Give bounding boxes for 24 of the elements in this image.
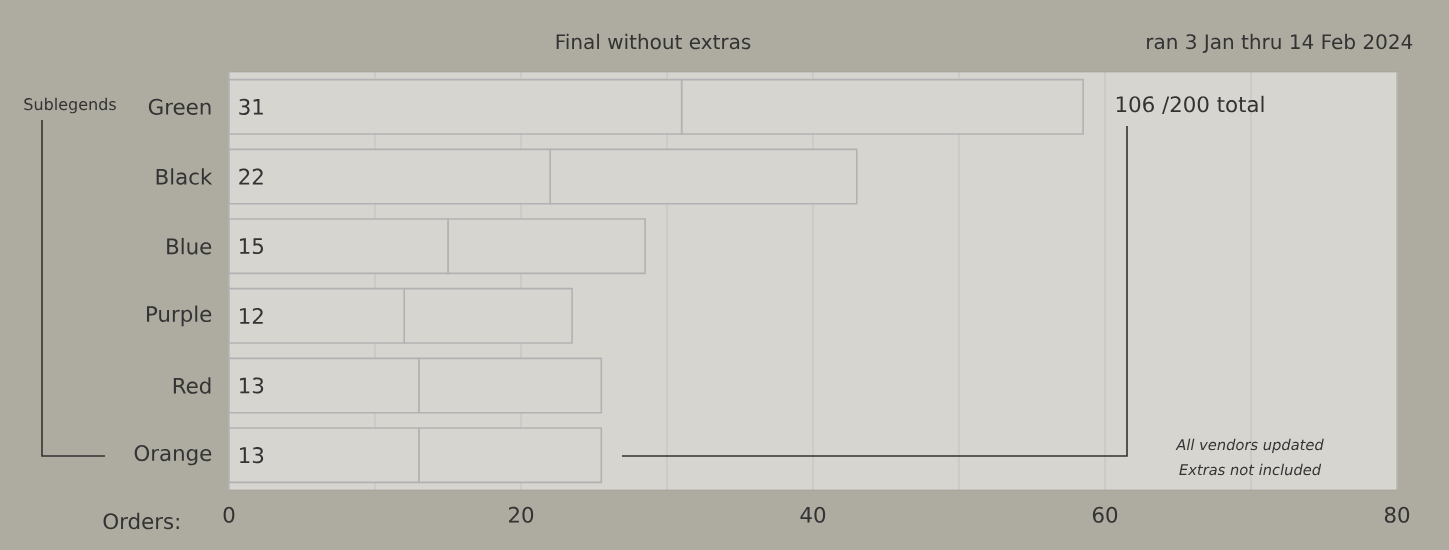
x-axis-title: Orders: [103, 512, 179, 530]
chart-title: Final without extras [556, 33, 751, 50]
text: Sublegends [24, 97, 116, 114]
x-tick-label: 40 [800, 506, 826, 523]
x-tick-label: 0 [223, 506, 235, 523]
x-tick-label: 60 [1092, 506, 1118, 523]
data-label: 15 [240, 238, 263, 255]
annotation: 106 /200 total [1116, 95, 1264, 114]
data-label: 13 [240, 447, 264, 464]
y-tick-label: Black [156, 168, 213, 185]
data-label: 12 [240, 307, 263, 324]
data-label: 13 [240, 377, 264, 394]
data-label: 22 [239, 168, 263, 185]
annotation: Extras not included [1179, 463, 1322, 476]
y-tick-label: Blue [167, 237, 212, 255]
x-tick-label: 20 [509, 506, 534, 523]
data-label: 31 [239, 98, 263, 115]
y-tick-label: Red [173, 377, 211, 394]
y-tick-label: Orange [134, 445, 212, 466]
y-tick-label: Purple [147, 305, 212, 327]
y-tick-label: Green [148, 98, 211, 115]
annotation: All vendors updated [1175, 438, 1324, 454]
x-tick-label: 80 [1384, 506, 1410, 523]
chart-subtitle: ran 3 Jan thru 14 Feb 2024 [1147, 33, 1413, 53]
